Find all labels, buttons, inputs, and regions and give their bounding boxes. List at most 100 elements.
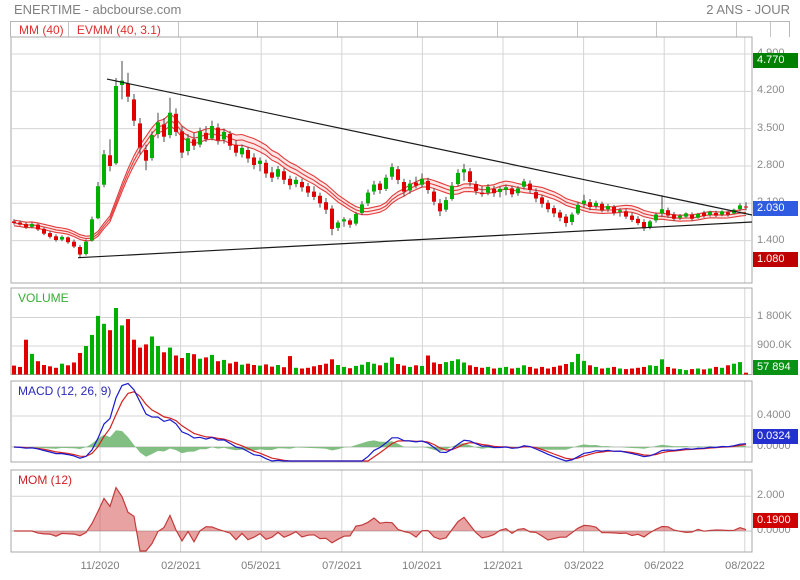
volume-bar: [324, 363, 328, 375]
candle: [414, 182, 418, 186]
candle: [468, 171, 472, 182]
candle: [432, 191, 436, 202]
candle: [282, 171, 286, 180]
volume-bar: [624, 369, 628, 375]
volume-bar: [396, 364, 400, 375]
volume-bar: [408, 366, 412, 375]
volume-bar: [648, 365, 652, 375]
volume-bar: [606, 367, 610, 375]
candle: [420, 178, 424, 185]
volume-bar: [744, 372, 748, 375]
volume-bar: [264, 364, 268, 375]
volume-bar: [540, 366, 544, 375]
candle: [636, 218, 640, 224]
legend-empty-cell: [657, 22, 738, 37]
candle: [240, 147, 244, 155]
volume-bar: [702, 369, 706, 375]
mom-tick-label: 2.000: [757, 489, 785, 501]
candle: [402, 182, 406, 192]
volume-bar: [306, 367, 310, 375]
candle: [348, 220, 352, 225]
candle: [480, 192, 484, 195]
candle: [144, 150, 148, 161]
candle: [114, 86, 118, 164]
month-tick-label: 12/2021: [483, 560, 523, 572]
candle: [588, 202, 592, 207]
volume-bar: [600, 368, 604, 375]
candle: [366, 192, 370, 204]
candle: [324, 202, 328, 210]
volume-bar: [402, 365, 406, 375]
candle: [576, 204, 580, 214]
volume-bar: [384, 362, 388, 375]
volume-bar: [252, 365, 256, 375]
price-tick-label: 4.200: [757, 84, 785, 96]
candle: [648, 221, 652, 228]
volume-bar: [420, 365, 424, 375]
volume-bar: [486, 366, 490, 375]
volume-bar: [120, 325, 124, 375]
candle: [444, 200, 448, 210]
candle: [534, 192, 538, 199]
candle: [738, 205, 742, 210]
volume-bar: [78, 353, 82, 375]
month-tick-label: 05/2021: [241, 560, 281, 572]
legend-empty-cell: [258, 22, 339, 37]
volume-bar: [534, 368, 538, 375]
mm40-envelope-line: [13, 113, 747, 237]
candle: [528, 183, 532, 190]
indicator-legend-row: MM (40) EVMM (40, 3.1): [10, 21, 790, 37]
volume-bar: [660, 359, 664, 375]
candle: [300, 182, 304, 188]
mom-area: [14, 487, 746, 551]
candle: [90, 219, 94, 241]
volume-bar: [546, 368, 550, 375]
volume-bar: [132, 339, 136, 375]
candle: [558, 212, 562, 218]
candle: [360, 204, 364, 213]
volume-bar: [462, 362, 466, 375]
legend-mm40[interactable]: MM (40): [11, 22, 69, 37]
volume-bar: [180, 358, 184, 375]
volume-bar: [678, 369, 682, 375]
candle: [270, 172, 274, 178]
candle: [108, 155, 112, 166]
legend-evmm[interactable]: EVMM (40, 3.1): [69, 22, 179, 37]
volume-bar: [354, 365, 358, 375]
candle: [378, 183, 382, 190]
volume-bar: [636, 367, 640, 375]
upper-resistance-trendline: [106, 78, 753, 216]
mom-panel-title: MOM (12): [18, 473, 72, 487]
candle: [180, 131, 184, 153]
candle: [66, 237, 70, 243]
candle: [354, 214, 358, 224]
candle: [96, 186, 100, 219]
price-tick-label: 3.500: [757, 122, 785, 134]
candle: [600, 203, 604, 211]
candle: [150, 135, 154, 158]
legend-empty-cell: [418, 22, 498, 37]
volume-bar: [288, 356, 292, 375]
volume-bar: [528, 366, 532, 375]
candle: [546, 202, 550, 210]
candle: [330, 208, 334, 229]
candle: [198, 131, 202, 145]
last-volume-badge: 57 894: [753, 360, 798, 375]
volume-bar: [318, 365, 322, 375]
mm40-envelope-line: [13, 119, 747, 240]
candle: [492, 188, 496, 194]
volume-bar: [294, 367, 298, 375]
volume-bar: [84, 346, 88, 375]
volume-bar: [372, 363, 376, 375]
candle: [486, 186, 490, 193]
candle: [252, 157, 256, 165]
month-tick-label: 02/2021: [161, 560, 201, 572]
macd-tick-label: 0.4000: [757, 409, 791, 421]
volume-bar: [558, 365, 562, 375]
volume-bar: [126, 319, 130, 375]
volume-bar: [642, 366, 646, 375]
volume-bar: [72, 362, 76, 375]
volume-bar: [456, 359, 460, 375]
